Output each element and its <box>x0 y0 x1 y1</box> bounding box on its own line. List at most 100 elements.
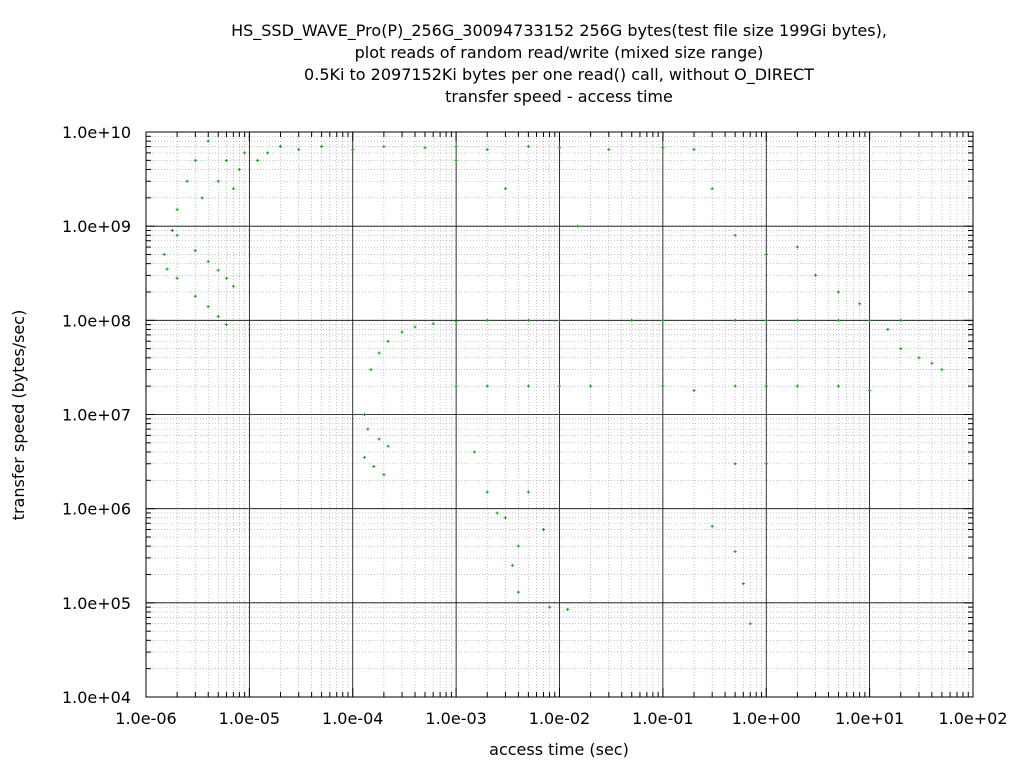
data-point <box>386 339 390 343</box>
data-point <box>206 305 210 309</box>
data-point <box>193 249 197 253</box>
data-point <box>630 318 634 322</box>
data-point <box>837 318 841 322</box>
data-point <box>165 267 169 271</box>
data-point <box>764 253 768 257</box>
x-tick-label: 1.0e-02 <box>529 709 590 728</box>
data-point <box>558 318 561 322</box>
data-point <box>216 314 220 318</box>
data-point <box>868 388 872 392</box>
data-point <box>607 148 611 152</box>
data-point <box>216 179 220 183</box>
data-point <box>423 146 427 150</box>
x-tick-label: 1.0e+02 <box>938 709 1007 728</box>
data-point <box>692 388 696 392</box>
data-point <box>224 158 228 162</box>
data-point <box>795 384 799 388</box>
data-point <box>795 318 799 322</box>
data-point <box>170 228 174 232</box>
data-point <box>372 465 376 469</box>
data-point <box>917 356 921 360</box>
data-point <box>377 437 381 441</box>
data-point <box>382 145 386 149</box>
data-point <box>748 622 752 626</box>
data-point <box>266 151 270 155</box>
x-tick-label: 1.0e+00 <box>732 709 801 728</box>
data-point <box>386 444 390 448</box>
data-point <box>454 319 458 323</box>
x-tick-label: 1.0e-01 <box>632 709 693 728</box>
data-point <box>485 318 489 322</box>
data-point <box>795 245 799 249</box>
data-point <box>200 196 204 200</box>
data-point <box>661 384 665 388</box>
x-tick-label: 1.0e+01 <box>835 709 904 728</box>
y-axis-label: transfer speed (bytes/sec) <box>9 310 28 521</box>
data-point <box>930 361 934 365</box>
data-point <box>206 139 210 143</box>
data-point <box>224 276 228 280</box>
x-tick-label: 1.0e-04 <box>322 709 383 728</box>
data-point <box>868 318 872 322</box>
data-point <box>940 368 944 372</box>
title-line-1: HS_SSD_WAVE_Pro(P)_256G_30094733152 256G… <box>231 21 887 41</box>
x-tick-label: 1.0e-05 <box>219 709 280 728</box>
data-point <box>589 384 593 388</box>
data-point <box>526 490 530 494</box>
data-point <box>764 318 768 322</box>
data-point <box>363 455 367 459</box>
data-point <box>814 273 818 277</box>
data-point <box>510 563 514 567</box>
data-point <box>733 550 737 554</box>
data-point <box>710 524 714 528</box>
data-point <box>558 146 561 150</box>
major-gridlines <box>146 132 973 697</box>
x-axis-label: access time (sec) <box>489 740 629 759</box>
data-point <box>485 148 489 152</box>
y-tick-label: 1.0e+07 <box>62 406 131 425</box>
data-point <box>526 384 530 388</box>
data-point <box>541 528 545 532</box>
data-point <box>710 187 714 191</box>
data-point <box>366 427 370 431</box>
data-point <box>837 290 841 294</box>
data-point <box>661 146 665 150</box>
data-point <box>576 224 580 228</box>
data-point <box>741 582 745 586</box>
data-point <box>485 490 489 494</box>
data-point <box>363 413 367 416</box>
data-point <box>733 462 737 466</box>
x-tick-label: 1.0e-03 <box>425 709 486 728</box>
data-point <box>243 151 247 155</box>
data-point <box>193 294 197 298</box>
data-point <box>899 318 903 322</box>
data-point <box>351 148 355 152</box>
x-axis-ticks: 1.0e-06 1.0e-05 1.0e-04 1.0e-03 1.0e-02 1.0e-… <box>115 132 1008 728</box>
data-point <box>495 511 499 515</box>
data-point <box>206 260 210 264</box>
data-point <box>733 384 737 388</box>
y-tick-label: 1.0e+08 <box>62 311 131 330</box>
y-tick-label: 1.0e+06 <box>62 500 131 519</box>
data-point <box>237 167 241 171</box>
data-point <box>899 347 903 351</box>
data-point <box>297 148 301 152</box>
data-point <box>526 318 530 322</box>
data-point <box>175 276 179 280</box>
data-point <box>764 462 768 466</box>
data-point <box>547 605 551 609</box>
data-point <box>837 384 841 388</box>
data-point <box>454 158 458 162</box>
data-point <box>413 325 417 329</box>
data-point <box>472 450 476 454</box>
data-point <box>886 327 890 331</box>
data-point <box>516 544 520 548</box>
data-point <box>175 208 179 212</box>
title-line-3: 0.5Ki to 2097152Ki bytes per one read() … <box>304 65 814 85</box>
data-point <box>503 516 507 520</box>
data-point <box>231 187 235 191</box>
data-point <box>216 268 220 272</box>
data-point <box>162 253 166 257</box>
data-point <box>692 148 696 152</box>
